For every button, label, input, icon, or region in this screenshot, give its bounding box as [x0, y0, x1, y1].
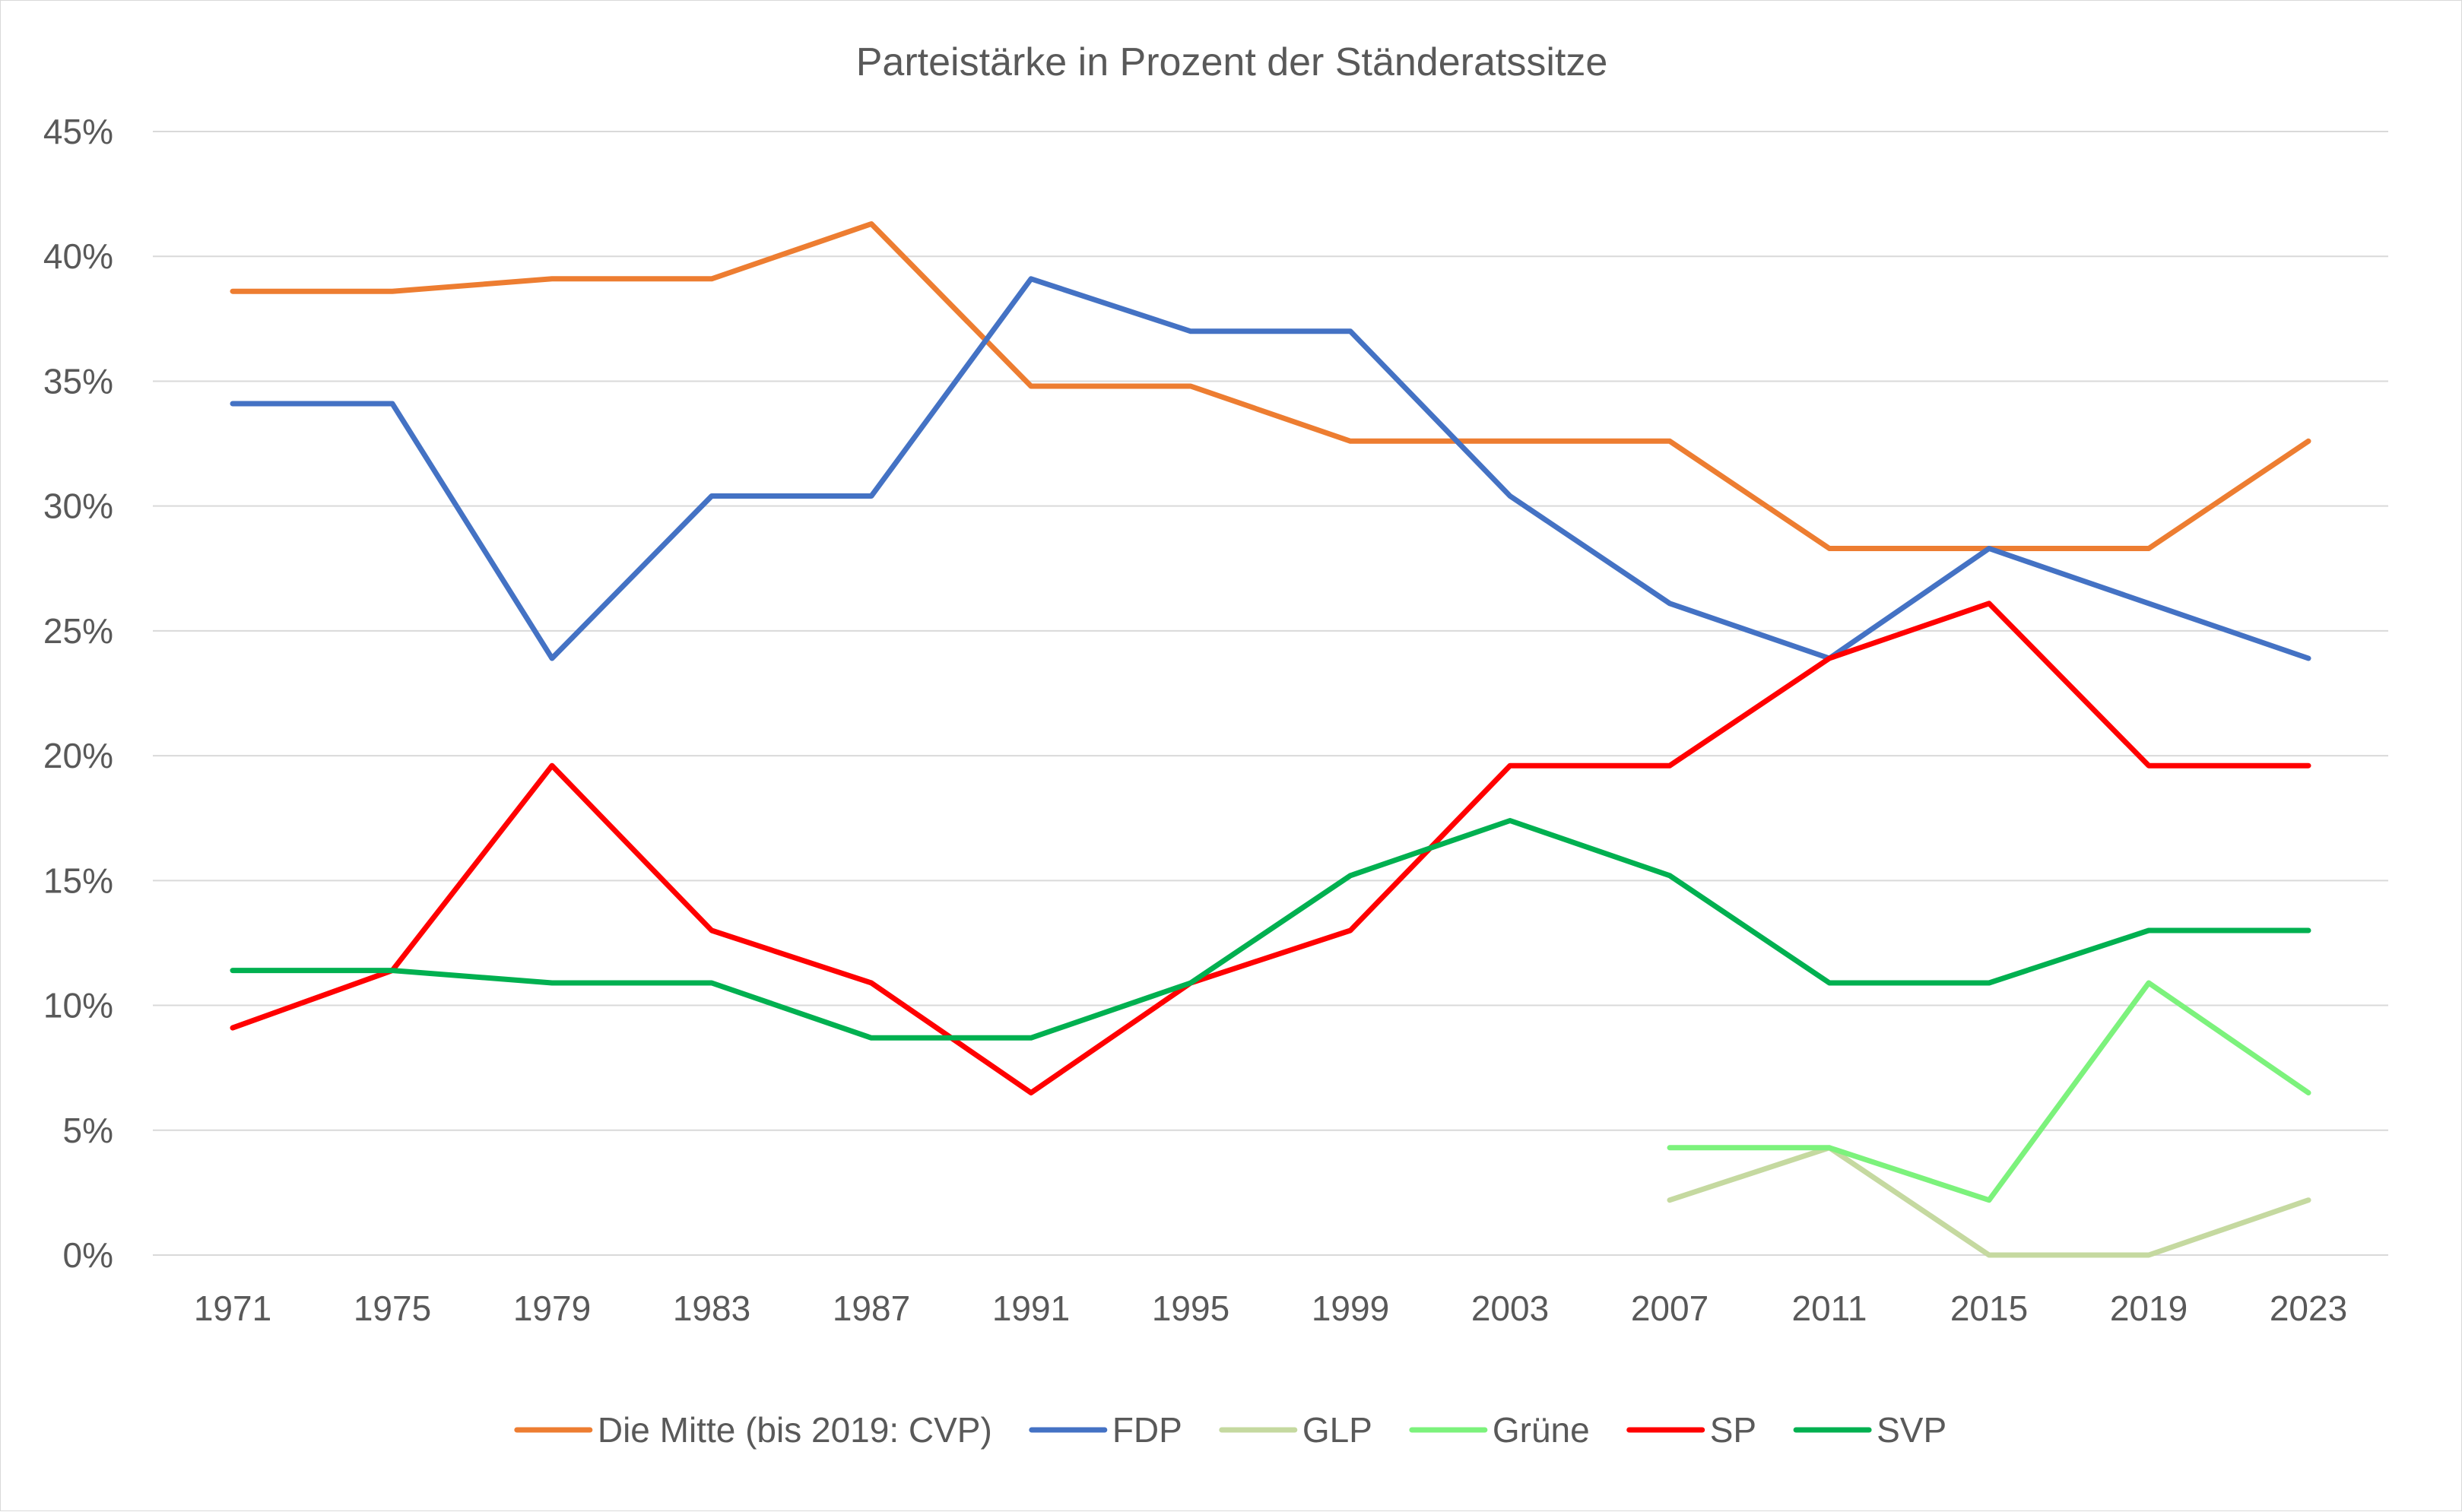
y-tick-label: 15%	[43, 861, 113, 900]
x-tick-label: 1991	[992, 1289, 1070, 1328]
series-line	[230, 221, 2311, 551]
x-tick-label: 2007	[1631, 1289, 1708, 1328]
legend-item: Die Mitte (bis 2019: CVP)	[514, 1410, 992, 1450]
y-tick-label: 30%	[43, 487, 113, 526]
x-tick-label: 2015	[1950, 1289, 2028, 1328]
legend-item: SP	[1626, 1410, 1756, 1450]
y-tick-label: 20%	[43, 736, 113, 775]
x-tick-label: 2023	[2270, 1289, 2347, 1328]
legend-label: FDP	[1112, 1410, 1182, 1450]
x-tick-label: 2019	[2110, 1289, 2188, 1328]
x-tick-label: 1995	[1152, 1289, 1229, 1328]
y-tick-label: 0%	[63, 1235, 113, 1275]
series-line	[230, 818, 2311, 1041]
x-axis-ticks: 1971 1975 1979 1983 1987 1991 1995 1999 2003 2007…	[194, 1289, 2347, 1328]
x-tick-label: 1983	[673, 1289, 750, 1328]
y-axis-ticks: 0% 5% 10% 15% 20% 25% 30% 35% 40% 45%	[43, 112, 113, 1275]
y-tick-label: 5%	[63, 1111, 113, 1150]
legend-item: Grüne	[1409, 1410, 1590, 1450]
legend-label: Grüne	[1493, 1410, 1590, 1450]
y-tick-label: 10%	[43, 986, 113, 1025]
legend-label: SVP	[1877, 1410, 1946, 1450]
series-line	[230, 601, 2311, 1095]
x-tick-label: 2011	[1792, 1289, 1867, 1328]
x-tick-label: 1987	[833, 1289, 910, 1328]
legend-item: FDP	[1029, 1410, 1182, 1450]
legend-item: SVP	[1793, 1410, 1946, 1450]
series-line	[1667, 980, 2311, 1203]
y-tick-label: 40%	[43, 236, 113, 276]
y-tick-label: 25%	[43, 611, 113, 651]
legend-label: SP	[1710, 1410, 1756, 1450]
x-tick-label: 1971	[194, 1289, 271, 1328]
chart-title: Parteistärke in Prozent der Ständeratssi…	[856, 40, 1607, 84]
legend: Die Mitte (bis 2019: CVP) FDP GLP Grüne SP SV…	[514, 1410, 1946, 1450]
series-line	[1667, 1145, 2311, 1258]
x-tick-label: 2003	[1471, 1289, 1549, 1328]
x-tick-label: 1979	[513, 1289, 591, 1328]
y-tick-label: 35%	[43, 361, 113, 401]
legend-label: Die Mitte (bis 2019: CVP)	[598, 1410, 992, 1450]
x-tick-label: 1999	[1312, 1289, 1389, 1328]
legend-label: GLP	[1302, 1410, 1372, 1450]
y-tick-label: 45%	[43, 112, 113, 151]
legend-item: GLP	[1219, 1410, 1372, 1450]
x-tick-label: 1975	[354, 1289, 431, 1328]
series-lines	[230, 221, 2311, 1258]
gridlines	[153, 131, 2388, 1131]
series-line	[230, 276, 2311, 661]
